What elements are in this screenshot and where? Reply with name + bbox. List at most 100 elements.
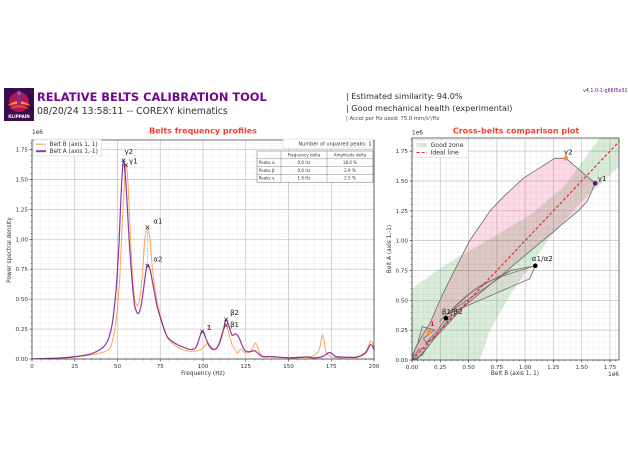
x-tick-label: 75 bbox=[157, 364, 165, 370]
page-subtitle: 08/20/24 13:58:11 -- COREXY kinematics bbox=[37, 106, 228, 117]
good-zone-area bbox=[412, 138, 619, 360]
klippain-logo-icon: KLIPPAIN bbox=[4, 88, 34, 121]
y-tick-label: 0.75 bbox=[396, 268, 409, 274]
page-title: RELATIVE BELTS CALIBRATION TOOL bbox=[37, 90, 267, 104]
peak-marker bbox=[224, 323, 229, 328]
legend-label: Good zone bbox=[431, 142, 464, 149]
table-cell: 2.9 % bbox=[344, 168, 356, 173]
y-offset-label: 1e6 bbox=[32, 130, 43, 136]
chart-title: Cross-belts comparison plot bbox=[453, 127, 580, 136]
y-tick-label: 1.25 bbox=[16, 207, 29, 213]
y-tick-label: 1.25 bbox=[396, 209, 409, 215]
table-header-cell: Amplitude delta bbox=[334, 152, 367, 157]
y-tick-label: 0.75 bbox=[16, 267, 29, 273]
x-tick-label: 0.50 bbox=[462, 365, 475, 371]
x-tick-label: 1.25 bbox=[547, 365, 560, 371]
y-axis-label: Belt A (axis 1,-1) bbox=[387, 225, 393, 273]
legend-label: Belt B (axis 1, 1) bbox=[50, 142, 98, 148]
peak-marker bbox=[121, 158, 126, 163]
peak-label: α1 bbox=[153, 217, 162, 225]
grid bbox=[31, 140, 375, 360]
unpaired-peak-label: 1 bbox=[207, 324, 212, 332]
x-tick-label: 0.25 bbox=[434, 365, 447, 371]
x-tick-label: 25 bbox=[71, 364, 79, 370]
logo-text: KLIPPAIN bbox=[8, 114, 30, 119]
similarity-hull bbox=[412, 347, 428, 360]
table-cell: 0.0 Hz bbox=[297, 160, 310, 165]
table-header-cell: Frequency delta bbox=[288, 152, 321, 157]
klippain-logo: KLIPPAIN bbox=[4, 88, 34, 121]
hull-trace bbox=[438, 265, 536, 323]
legend: Belt B (axis 1, 1)Belt A (axis 1,-1) bbox=[33, 138, 102, 157]
peaks-table: Frequency delta Amplitude delta Peaks α 0.0… bbox=[256, 150, 374, 183]
y-tick-label: 0.00 bbox=[16, 357, 29, 363]
y-tick-label: 0.25 bbox=[16, 327, 29, 333]
ideal-line bbox=[412, 140, 619, 360]
table-cell: 1.6 Hz bbox=[297, 176, 310, 181]
mechanical-health-text: | Good mechanical health (experimental) bbox=[346, 103, 513, 113]
table-row-header: Peaks β bbox=[259, 168, 275, 173]
x-tick-label: 100 bbox=[198, 364, 209, 370]
legend-label: Ideal line bbox=[431, 150, 459, 157]
plot-area bbox=[32, 159, 374, 359]
peak-marker bbox=[224, 317, 229, 322]
y-tick-label: 1.75 bbox=[16, 148, 29, 154]
x-tick-label: 125 bbox=[240, 364, 251, 370]
x-tick-label: 150 bbox=[283, 364, 294, 370]
peak-label: γ1 bbox=[129, 158, 138, 166]
point-label: β1/β2 bbox=[442, 307, 463, 316]
table-row-header: Peaks γ bbox=[259, 176, 275, 181]
version-label: v4.1.0-1-g66f5e32 bbox=[583, 89, 628, 94]
peak-marker bbox=[145, 263, 150, 268]
y-tick-label: 0.00 bbox=[396, 358, 409, 364]
plot-area bbox=[412, 138, 619, 360]
comparison-point bbox=[426, 330, 432, 335]
unpaired-count-box bbox=[282, 138, 374, 149]
x-offset-label: 1e6 bbox=[608, 372, 619, 378]
table-cell: 2.5 % bbox=[344, 176, 356, 181]
chart-title: Belts frequency profiles bbox=[149, 127, 257, 136]
y-tick-label: 1.00 bbox=[16, 237, 29, 243]
x-tick-label: 1.75 bbox=[604, 365, 617, 371]
point-label: γ1 bbox=[598, 174, 607, 183]
unpaired-count-label: Number of unpaired peaks: 1 bbox=[298, 142, 371, 148]
y-tick-label: 0.50 bbox=[396, 298, 409, 304]
y-tick-label: 0.50 bbox=[16, 297, 29, 303]
x-tick-label: 0 bbox=[30, 364, 34, 370]
peak-label: α2 bbox=[153, 256, 162, 264]
cross-belts-comparison-chart: γ1 γ2 α1/α2 β1/β2 1 0.00 0.25 0.50 0.75 1.00 1.25 1… bbox=[387, 127, 620, 378]
unpaired-peak-marker bbox=[200, 329, 205, 334]
axes-frame bbox=[411, 137, 620, 361]
y-tick-label: 1.50 bbox=[16, 177, 29, 183]
comparison-point bbox=[563, 155, 569, 161]
table-cell: 0.0 Hz bbox=[297, 168, 310, 173]
point-label: 1 bbox=[430, 320, 435, 328]
point-label: γ2 bbox=[564, 147, 573, 156]
x-tick-label: 0.00 bbox=[406, 365, 419, 371]
accel-per-hz-text: | Accel per Hz used: 75.0 mm/s²/Hz bbox=[346, 115, 440, 122]
table-row-header: Peaks α bbox=[259, 160, 275, 165]
y-tick-label: 1.00 bbox=[396, 239, 409, 245]
legend-box bbox=[413, 139, 469, 158]
similarity-text: | Estimated similarity: 94.0% bbox=[346, 91, 463, 101]
legend-box bbox=[33, 138, 102, 157]
x-tick-label: 0.75 bbox=[491, 365, 504, 371]
peak-label: β1 bbox=[230, 321, 239, 329]
y-offset-label: 1e6 bbox=[412, 131, 423, 137]
peak-marker bbox=[145, 225, 150, 230]
x-tick-label: 50 bbox=[114, 364, 122, 370]
comparison-point bbox=[532, 263, 538, 269]
table-cell: 18.6 % bbox=[343, 160, 357, 165]
x-tick-label: 175 bbox=[326, 364, 337, 370]
legend-label: Belt A (axis 1,-1) bbox=[50, 149, 98, 155]
point-label: α1/α2 bbox=[532, 254, 553, 263]
legend-swatch-good-zone bbox=[416, 142, 427, 148]
belt-a-curve bbox=[32, 159, 374, 359]
comparison-point bbox=[592, 181, 598, 186]
belts-frequency-profiles-chart: γ1 γ2 α1 α2 β1 β2 1 0 25 50 75 100 125 150 175 200 0.00 0… bbox=[7, 127, 380, 378]
x-tick-label: 1.00 bbox=[519, 365, 532, 371]
y-tick-label: 1.50 bbox=[396, 179, 409, 185]
peak-label: γ2 bbox=[124, 148, 133, 156]
